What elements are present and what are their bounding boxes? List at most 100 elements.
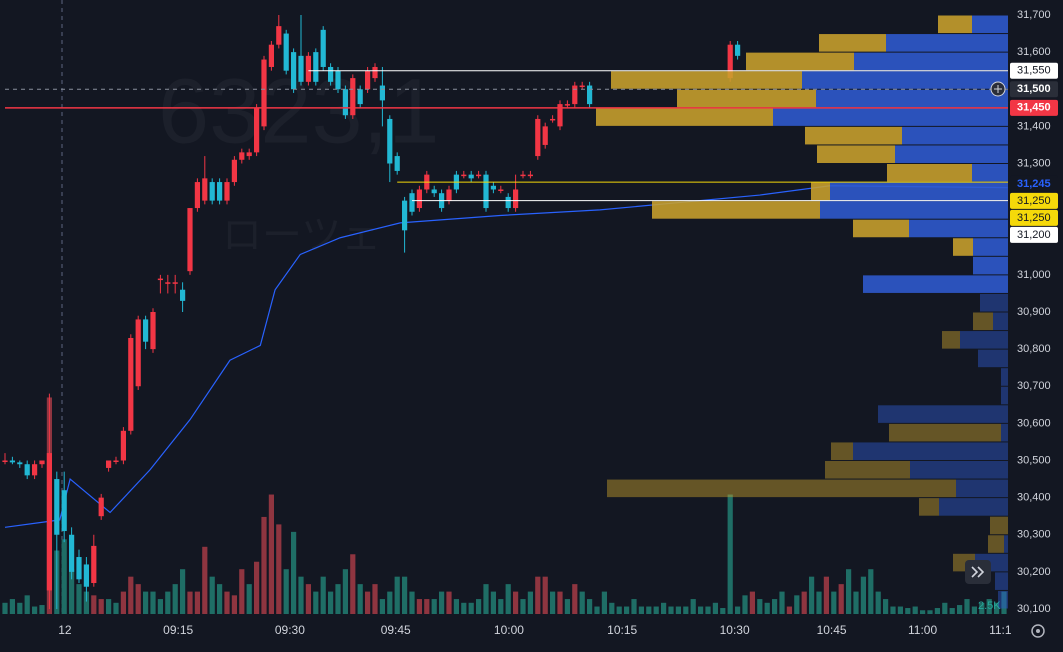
candle-body <box>202 178 208 201</box>
profile-up <box>596 108 773 126</box>
volume-bar <box>653 606 659 614</box>
candle-body <box>409 193 415 212</box>
candle-body <box>372 66 378 79</box>
profile-up <box>889 423 1001 442</box>
candle-body <box>476 174 482 177</box>
volume-bar <box>690 599 696 614</box>
price-axis <box>1008 0 1063 652</box>
x-tick-label: 09:45 <box>381 623 411 637</box>
settings-icon-dot <box>1036 629 1040 633</box>
volume-bar <box>720 608 726 614</box>
settings-icon[interactable] <box>1031 624 1045 638</box>
candle-body <box>69 534 75 572</box>
profile-up <box>611 71 802 89</box>
profile-down <box>960 331 1008 349</box>
volume-bar <box>971 606 977 614</box>
volume-bar <box>712 602 718 614</box>
candle-body <box>83 564 89 587</box>
crosshair-add[interactable] <box>990 81 1006 97</box>
candle-body <box>224 182 230 201</box>
profile-down <box>816 89 1008 108</box>
candle-body <box>572 85 578 105</box>
candle-body <box>76 557 82 580</box>
profile-up <box>607 479 956 498</box>
candle-body <box>135 319 141 387</box>
volume-bar <box>446 591 452 614</box>
volume-bar <box>934 608 940 614</box>
y-tick-label: 30,300 <box>1017 529 1051 541</box>
volume-bar <box>823 576 829 614</box>
candle-body <box>357 89 363 105</box>
price-label-box <box>1010 175 1058 192</box>
volume-bar <box>453 599 459 614</box>
volume-bar <box>468 602 474 614</box>
profile-down <box>820 201 1008 219</box>
profile-down <box>853 442 1008 460</box>
volume-bar <box>661 602 667 614</box>
candle-body <box>498 189 504 191</box>
candle-body <box>320 29 326 67</box>
y-tick-label: 30,400 <box>1017 492 1051 504</box>
volume-bar <box>98 599 104 614</box>
profile-down <box>1004 535 1008 553</box>
volume-bar <box>431 599 437 614</box>
candle-body <box>150 312 156 350</box>
candle-body <box>513 189 519 209</box>
volume-bar <box>209 576 215 614</box>
x-tick-label: 10:15 <box>607 623 637 637</box>
settings-button[interactable] <box>1031 624 1045 638</box>
volume-bar <box>535 576 541 614</box>
candle-body <box>32 464 38 476</box>
volume-bar <box>439 591 445 614</box>
volume-bar <box>135 584 141 614</box>
volume-bar <box>897 606 903 614</box>
candle-body <box>143 319 149 342</box>
volume-bar <box>757 599 763 614</box>
volume-bar <box>601 591 607 614</box>
volume-bar <box>365 591 371 614</box>
volume-bar <box>646 606 652 614</box>
candle-body <box>128 337 134 431</box>
price-label: 31,450 <box>1017 102 1051 114</box>
profile-up <box>805 126 902 145</box>
volume-bar <box>180 569 186 614</box>
price-label: 31,245 <box>1017 178 1051 190</box>
candle-body <box>550 118 556 121</box>
profile-down <box>973 256 1008 275</box>
price-label-box <box>1010 62 1058 79</box>
volume-bar <box>786 606 792 614</box>
profile-down <box>998 590 1008 609</box>
candle-body <box>254 107 260 153</box>
profile-down <box>863 275 1008 293</box>
profile-up <box>919 498 939 516</box>
candle-body <box>98 497 104 517</box>
volume-bar <box>846 569 852 614</box>
scroll-button[interactable] <box>965 560 991 584</box>
y-tick-label: 30,700 <box>1017 380 1051 392</box>
volume-bar <box>801 591 807 614</box>
candle-body <box>461 174 467 177</box>
time-axis <box>0 614 1063 652</box>
volume-bar <box>461 602 467 614</box>
volume-bar <box>76 584 82 614</box>
y-tick-label: 30,200 <box>1017 566 1051 578</box>
volume-bar <box>372 584 378 614</box>
candle-body <box>387 118 393 164</box>
candle-body <box>2 460 8 462</box>
x-tick-label: 09:15 <box>163 623 193 637</box>
candle-body <box>490 185 496 190</box>
volume-bar <box>424 599 430 614</box>
volume-bar <box>668 606 674 614</box>
volume-bar <box>942 602 948 614</box>
profile-up <box>887 164 972 182</box>
volume-bar <box>165 591 171 614</box>
profile-up <box>652 201 820 219</box>
candle-body <box>564 104 570 106</box>
volume-bar <box>224 591 230 614</box>
candle-body <box>239 152 245 160</box>
plot <box>2 15 1008 614</box>
volume-bar <box>387 591 393 614</box>
volume-bar <box>986 599 992 614</box>
volume-bar <box>890 606 896 614</box>
